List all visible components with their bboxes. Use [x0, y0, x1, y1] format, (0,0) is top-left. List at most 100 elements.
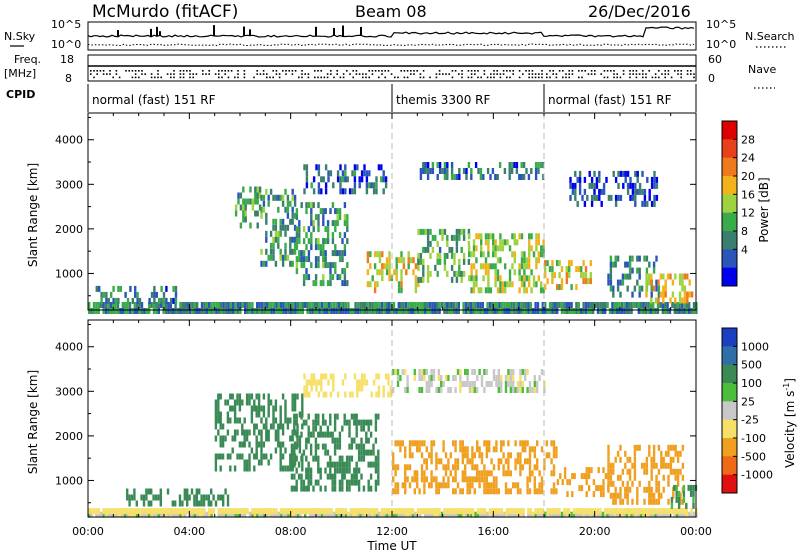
power-cell	[382, 188, 385, 195]
power-cell	[686, 273, 689, 280]
time-tick-label: 12:00	[376, 525, 408, 538]
velocity-cell	[353, 373, 357, 380]
velocity-cell	[476, 476, 479, 483]
power-cell	[232, 308, 235, 314]
velocity-cell	[326, 449, 330, 456]
velocity-cell	[248, 459, 251, 466]
power-colorbar-swatch	[722, 157, 737, 177]
velocity-cell	[510, 508, 513, 515]
velocity-cell	[560, 511, 564, 518]
velocity-cell	[303, 373, 306, 380]
velocity-cell	[359, 508, 362, 515]
time-axis-label: Time UT	[366, 539, 417, 553]
velocity-cell	[689, 484, 693, 491]
power-cell	[342, 308, 345, 314]
velocity-cell	[614, 456, 617, 463]
power-cell	[364, 308, 367, 314]
power-cell	[270, 302, 273, 308]
velocity-cell	[250, 411, 254, 418]
velocity-cell	[545, 440, 548, 447]
velocity-cell	[459, 375, 462, 381]
velocity-cell	[377, 467, 380, 474]
velocity-cell	[221, 423, 225, 430]
velocity-cell	[345, 461, 349, 468]
velocity-cell	[267, 405, 270, 412]
velocity-cell	[312, 485, 315, 492]
power-cell	[664, 285, 667, 292]
velocity-cell	[214, 423, 218, 430]
velocity-cell	[450, 511, 453, 518]
velocity-cell	[260, 435, 263, 442]
velocity-cell	[310, 379, 313, 386]
velocity-cell	[592, 491, 596, 498]
nave-dot	[610, 70, 612, 72]
nave-dot	[458, 73, 460, 75]
velocity-cell	[509, 369, 512, 375]
power-cell	[286, 212, 290, 219]
velocity-cell	[355, 461, 358, 468]
velocity-cell	[331, 479, 334, 486]
velocity-cell	[674, 474, 677, 481]
velocity-colorbar-swatch	[722, 383, 737, 402]
velocity-cell	[500, 381, 503, 387]
power-cell	[331, 238, 335, 245]
velocity-cell	[644, 511, 648, 518]
velocity-cell	[657, 444, 661, 451]
velocity-cell	[483, 482, 486, 489]
velocity-cell	[376, 508, 379, 515]
velocity-cell	[519, 458, 522, 465]
velocity-cell	[321, 443, 325, 450]
power-cell	[611, 308, 614, 314]
power-cell	[293, 236, 297, 243]
velocity-cell	[575, 511, 578, 518]
velocity-cell	[628, 468, 632, 475]
power-cell	[302, 274, 306, 281]
nave-dot	[314, 76, 316, 79]
velocity-cell	[291, 435, 294, 442]
power-cell	[453, 174, 456, 180]
power-cell	[535, 239, 538, 246]
power-cell	[302, 226, 306, 233]
velocity-cell	[483, 476, 486, 483]
velocity-cell	[369, 473, 373, 480]
velocity-cell	[293, 485, 296, 492]
power-cell	[329, 170, 333, 177]
power-cell	[326, 220, 330, 227]
power-cell	[256, 186, 259, 193]
power-cell	[272, 302, 276, 308]
power-cell	[648, 188, 651, 195]
nave-dot	[541, 76, 543, 79]
power-cell	[443, 264, 447, 271]
velocity-cell	[471, 381, 474, 387]
nsky-label: N.Sky	[4, 30, 36, 43]
power-cell	[492, 233, 495, 240]
power-cell	[431, 234, 435, 241]
velocity-cell	[267, 429, 270, 436]
nave-dot	[304, 73, 306, 75]
nave-dot	[552, 73, 554, 75]
power-cell	[515, 302, 518, 308]
velocity-cell	[300, 473, 303, 480]
power-cell	[305, 268, 308, 275]
power-cell	[445, 302, 448, 308]
power-cell	[343, 250, 347, 257]
power-cell	[678, 291, 682, 298]
velocity-cell	[338, 461, 342, 468]
power-cell	[310, 232, 313, 239]
velocity-cell	[362, 443, 366, 450]
power-cell	[487, 245, 490, 252]
velocity-cell	[262, 441, 266, 448]
velocity-cell	[469, 508, 472, 515]
velocity-cell	[464, 476, 467, 483]
velocity-cell	[561, 479, 564, 486]
velocity-cell	[645, 486, 649, 493]
power-cell	[448, 246, 451, 253]
power-cell	[558, 302, 561, 308]
power-cell	[349, 308, 352, 314]
velocity-cell	[614, 492, 617, 499]
power-cell	[286, 224, 290, 231]
velocity-cell	[498, 511, 501, 518]
power-cell	[474, 162, 478, 168]
nave-dot	[266, 76, 268, 79]
velocity-cell	[435, 464, 438, 471]
